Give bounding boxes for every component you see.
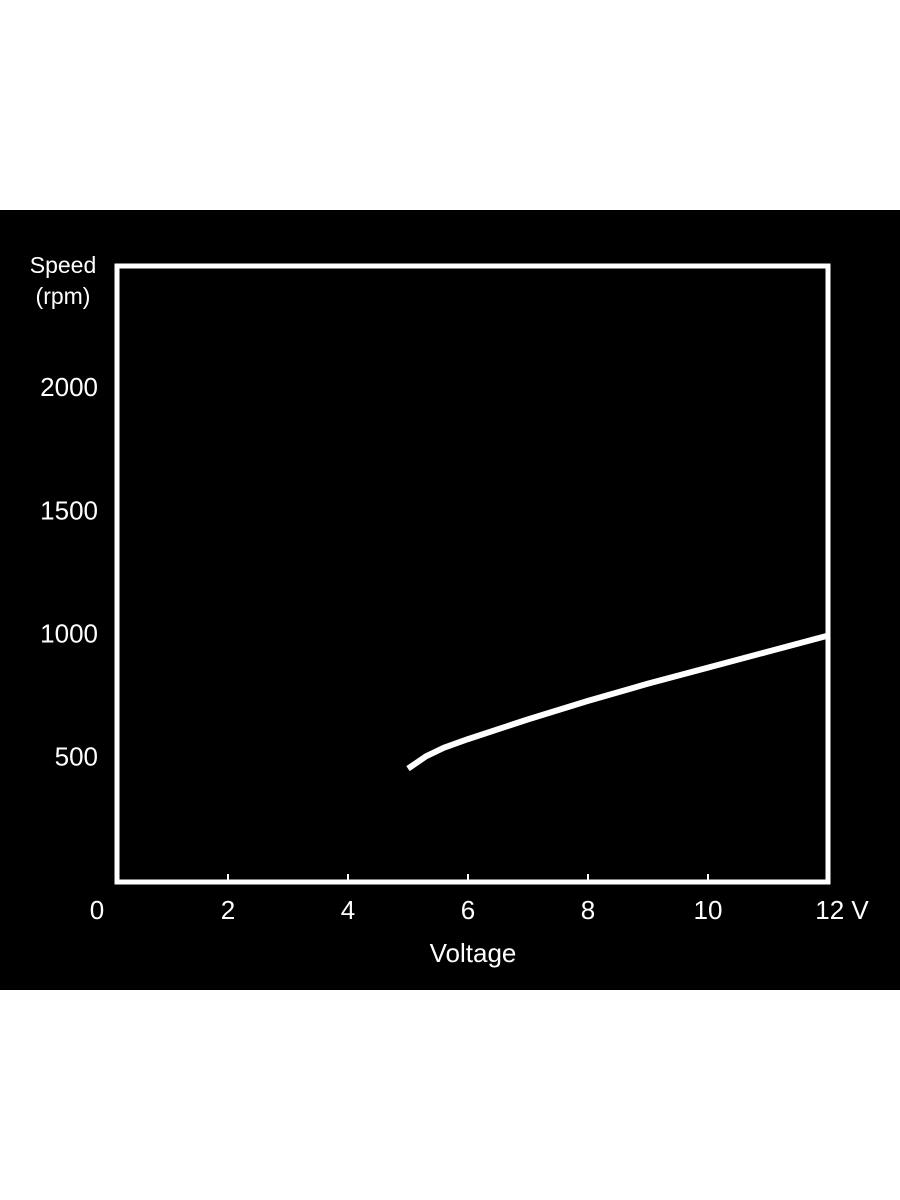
y-axis-title: Speed (rpm) xyxy=(29,252,97,309)
x-tick-label: 6 xyxy=(461,895,475,925)
y-tick-label: 1000 xyxy=(40,618,98,648)
x-tick-label: 0 xyxy=(90,895,104,925)
y-tick-label: 2000 xyxy=(40,372,98,402)
x-tick-label: 8 xyxy=(581,895,595,925)
chart-background xyxy=(0,210,900,990)
line xyxy=(406,632,829,772)
plot-frame xyxy=(114,263,831,885)
x-tick-label: 12 V xyxy=(815,895,869,925)
x-axis-title: Voltage xyxy=(430,938,517,968)
x-tick-label: 10 xyxy=(694,895,723,925)
x-tick-label: 4 xyxy=(341,895,355,925)
y-tick-label: 500 xyxy=(55,742,98,772)
y-tick-label: 1500 xyxy=(40,495,98,525)
x-tick-label: 2 xyxy=(221,895,235,925)
